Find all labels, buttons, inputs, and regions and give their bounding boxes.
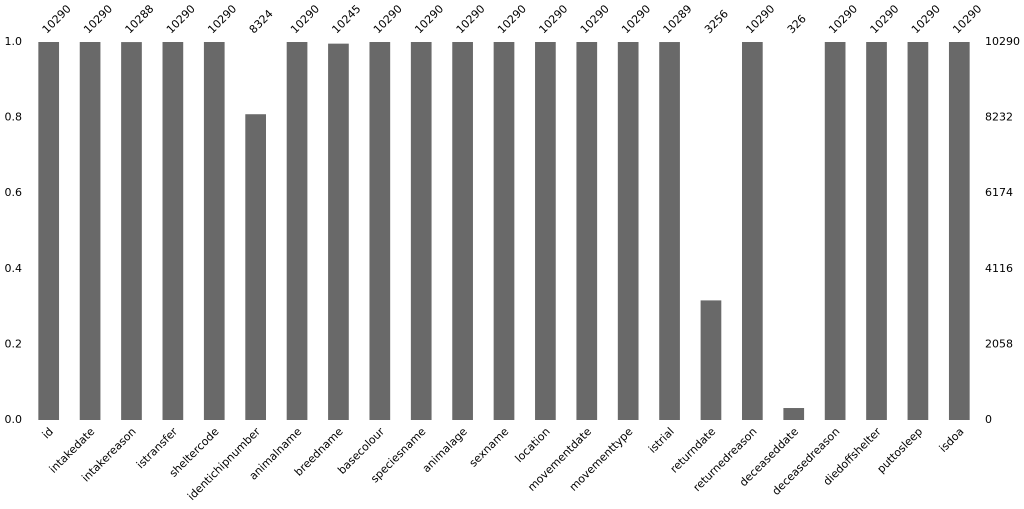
- bar: [948, 42, 970, 420]
- data-label: 10290: [868, 2, 902, 36]
- bar: [38, 42, 60, 420]
- bar: [245, 114, 266, 421]
- y-tick-label: 0.8: [5, 111, 23, 124]
- x-tick-label: id: [40, 425, 56, 441]
- bar: [824, 42, 846, 420]
- y2-tick-label: 4116: [985, 262, 1013, 275]
- y-tick-label: 0.6: [5, 186, 23, 199]
- data-label: 326: [785, 12, 809, 36]
- bar: [700, 300, 722, 420]
- bar: [617, 42, 639, 420]
- y-tick-label: 0.4: [5, 262, 23, 275]
- data-label: 10290: [40, 2, 74, 36]
- bar: [783, 408, 805, 420]
- y-tick-label: 0.2: [5, 337, 23, 350]
- x-tick-label: animalage: [420, 425, 470, 475]
- data-label: 10290: [412, 2, 446, 36]
- y2-tick-label: 6174: [985, 186, 1013, 199]
- bar: [659, 42, 680, 420]
- x-tick-label: location: [513, 425, 553, 465]
- data-label: 10290: [371, 2, 405, 36]
- data-label: 10289: [661, 2, 695, 36]
- bar: [203, 42, 225, 420]
- data-label: 3256: [702, 7, 731, 36]
- bar: [410, 42, 432, 420]
- data-label: 10290: [578, 2, 612, 36]
- x-tick-label: identichipnumber: [185, 425, 263, 503]
- y-tick-label: 1.0: [5, 35, 23, 48]
- y2-tick-label: 8232: [985, 111, 1013, 124]
- data-label: 10290: [826, 2, 860, 36]
- bar: [328, 43, 349, 420]
- data-label: 8324: [247, 7, 276, 36]
- bar: [369, 42, 391, 420]
- data-label: 10290: [743, 2, 777, 36]
- data-label: 10290: [288, 2, 322, 36]
- y-tick-label: 0.0: [5, 413, 23, 426]
- data-label: 10290: [536, 2, 570, 36]
- data-label: 10290: [454, 2, 488, 36]
- data-label: 10290: [205, 2, 239, 36]
- bar: [493, 42, 515, 420]
- bar: [535, 42, 556, 420]
- y2-tick-label: 10290: [985, 35, 1020, 48]
- bar: [162, 42, 184, 420]
- bar: [866, 42, 887, 420]
- bar: [907, 42, 929, 420]
- bar: [121, 42, 142, 420]
- data-label: 10290: [495, 2, 529, 36]
- x-tick-label: isdoa: [937, 425, 967, 455]
- y2-tick-label: 0: [985, 413, 992, 426]
- bar: [576, 42, 598, 420]
- bar: [452, 42, 473, 420]
- data-label: 10288: [123, 2, 157, 36]
- data-label: 10290: [619, 2, 653, 36]
- bar: [79, 42, 101, 420]
- bar: [286, 42, 308, 420]
- x-tick-label: sexname: [467, 425, 512, 470]
- y2-tick-label: 2058: [985, 337, 1013, 350]
- x-tick-label: istrial: [646, 425, 677, 456]
- data-label: 10290: [164, 2, 198, 36]
- data-label: 10290: [81, 2, 115, 36]
- data-label: 10290: [950, 2, 984, 36]
- data-label: 10290: [909, 2, 943, 36]
- data-label: 10245: [329, 2, 363, 36]
- bar: [742, 42, 763, 420]
